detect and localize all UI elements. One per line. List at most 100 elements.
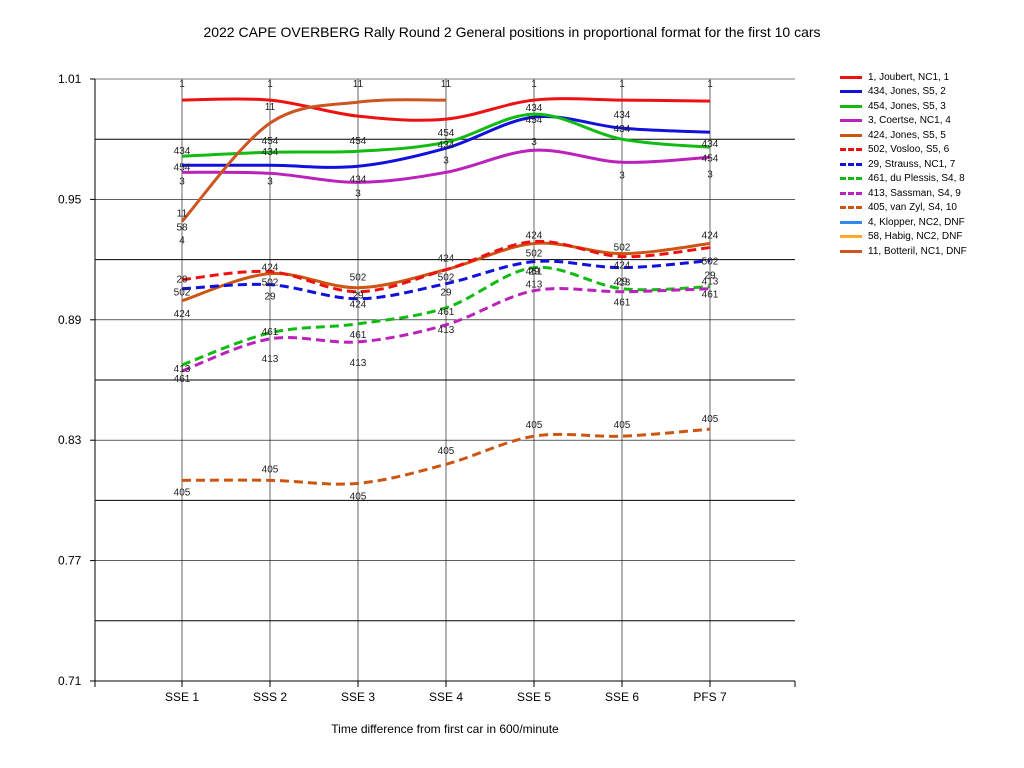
legend-swatch bbox=[840, 90, 862, 94]
point-label: 454 bbox=[174, 162, 191, 173]
legend-swatch bbox=[840, 220, 862, 224]
y-tick-label: 0.83 bbox=[58, 433, 82, 447]
point-label: 454 bbox=[438, 128, 455, 139]
y-tick-label: 0.95 bbox=[58, 192, 82, 206]
legend-label: 4, Klopper, NC2, DNF bbox=[868, 216, 965, 228]
x-tick-label: SSE 5 bbox=[517, 690, 551, 704]
legend-label: 413, Sassman, S4, 9 bbox=[868, 187, 961, 199]
point-label: 29 bbox=[264, 292, 276, 303]
legend-item-1: 1, Joubert, NC1, 1 bbox=[840, 70, 967, 85]
legend-swatch bbox=[840, 206, 862, 210]
point-label: 502 bbox=[350, 273, 367, 284]
legend-item-58: 58, Habig, NC2, DNF bbox=[840, 230, 967, 245]
point-label: 434 bbox=[526, 103, 543, 114]
point-label: 434 bbox=[350, 174, 367, 185]
point-label: 3 bbox=[443, 155, 449, 166]
point-label: 3 bbox=[619, 170, 625, 181]
legend-swatch bbox=[840, 75, 862, 79]
point-label: 413 bbox=[526, 280, 543, 291]
point-label: 502 bbox=[526, 249, 543, 260]
legend-label: 454, Jones, S5, 3 bbox=[868, 100, 946, 112]
legend-swatch bbox=[840, 119, 862, 123]
point-label: 424 bbox=[174, 309, 191, 320]
point-label: 413 bbox=[350, 358, 367, 369]
point-label: 434 bbox=[174, 146, 191, 157]
point-label: 413 bbox=[438, 325, 455, 336]
legend-item-4: 4, Klopper, NC2, DNF bbox=[840, 215, 967, 230]
x-tick-label: SSS 2 bbox=[253, 690, 287, 704]
point-label: 3 bbox=[179, 176, 185, 187]
legend-swatch bbox=[840, 162, 862, 166]
series-line-454 bbox=[181, 112, 711, 158]
point-label: 405 bbox=[174, 487, 191, 498]
point-label: 4 bbox=[179, 236, 185, 247]
point-label: 405 bbox=[526, 420, 543, 431]
point-label: 11 bbox=[177, 208, 188, 219]
legend-item-11: 11, Botteril, NC1, DNF bbox=[840, 244, 967, 259]
legend-label: 461, du Plessis, S4, 8 bbox=[868, 173, 965, 185]
point-label: 405 bbox=[438, 446, 455, 457]
point-label: 3 bbox=[531, 137, 537, 148]
axis-layer: 1.01 0.95 0.89 0.83 0.77 0.71 SSE 1 SSS 2 SSE 3 S… bbox=[58, 72, 796, 704]
legend-item-29: 29, Strauss, NC1, 7 bbox=[840, 157, 967, 172]
series-line-502 bbox=[181, 239, 711, 294]
point-label: 11 bbox=[353, 79, 364, 90]
point-label: 424 bbox=[262, 263, 279, 274]
point-label: 502 bbox=[614, 243, 631, 254]
legend-item-424: 424, Jones, S5, 5 bbox=[840, 128, 967, 143]
legend-label: 424, Jones, S5, 5 bbox=[868, 129, 946, 141]
point-label: 1 bbox=[531, 79, 537, 90]
point-label: 413 bbox=[702, 277, 719, 288]
point-label: 502 bbox=[438, 273, 455, 284]
point-label: 424 bbox=[438, 254, 455, 265]
series-line-29 bbox=[181, 259, 711, 301]
point-label: 434 bbox=[438, 140, 455, 151]
legend-item-3: 3, Coertse, NC1, 4 bbox=[840, 114, 967, 129]
point-label: 1 bbox=[267, 79, 273, 90]
legend-item-413: 413, Sassman, S4, 9 bbox=[840, 186, 967, 201]
point-label: 502 bbox=[262, 278, 279, 289]
point-label: 434 bbox=[614, 110, 631, 121]
point-label: 454 bbox=[702, 153, 719, 164]
point-label: 434 bbox=[614, 124, 631, 135]
point-label: 454 bbox=[262, 136, 279, 147]
series-line-1 bbox=[181, 97, 711, 122]
legend-item-502: 502, Vosloo, S5, 6 bbox=[840, 143, 967, 158]
series-line-461 bbox=[181, 265, 711, 367]
y-tick-label: 0.77 bbox=[58, 554, 82, 568]
point-label: 29 bbox=[176, 275, 188, 286]
point-label: 461 bbox=[614, 298, 631, 309]
grid-layer bbox=[95, 78, 795, 682]
point-label: 29 bbox=[528, 267, 540, 278]
point-label: 405 bbox=[350, 491, 367, 502]
series-line-434 bbox=[181, 115, 711, 169]
legend-item-405: 405, van Zyl, S4, 10 bbox=[840, 201, 967, 216]
point-label: 461 bbox=[174, 374, 191, 385]
point-label: 424 bbox=[614, 261, 631, 272]
point-label: 11 bbox=[265, 102, 276, 113]
legend-item-434: 434, Jones, S5, 2 bbox=[840, 85, 967, 100]
point-label-layer: 1 1 1 1 111 111111584434454329502424413461405… bbox=[174, 79, 719, 502]
series-line-405 bbox=[181, 427, 711, 486]
point-label: 1 bbox=[179, 79, 185, 90]
point-label: 405 bbox=[614, 420, 631, 431]
legend-item-454: 454, Jones, S5, 3 bbox=[840, 99, 967, 114]
point-label: 502 bbox=[702, 257, 719, 268]
legend-swatch bbox=[840, 235, 862, 239]
point-label: 29 bbox=[704, 271, 716, 282]
x-tick-label: SSE 1 bbox=[165, 690, 199, 704]
legend-label: 434, Jones, S5, 2 bbox=[868, 86, 946, 98]
point-label: 434 bbox=[702, 139, 719, 150]
legend-label: 405, van Zyl, S4, 10 bbox=[868, 202, 957, 214]
x-tick-label: SSE 4 bbox=[429, 690, 463, 704]
point-label: 29 bbox=[352, 291, 364, 302]
point-label: 405 bbox=[262, 464, 279, 475]
legend-swatch bbox=[840, 148, 862, 152]
legend-swatch bbox=[840, 191, 862, 195]
point-label: 461 bbox=[262, 327, 279, 338]
x-tick-label: SSE 3 bbox=[341, 690, 375, 704]
x-tick-label: SSE 6 bbox=[605, 690, 639, 704]
series-layer bbox=[180, 97, 711, 486]
legend-swatch bbox=[840, 177, 862, 181]
